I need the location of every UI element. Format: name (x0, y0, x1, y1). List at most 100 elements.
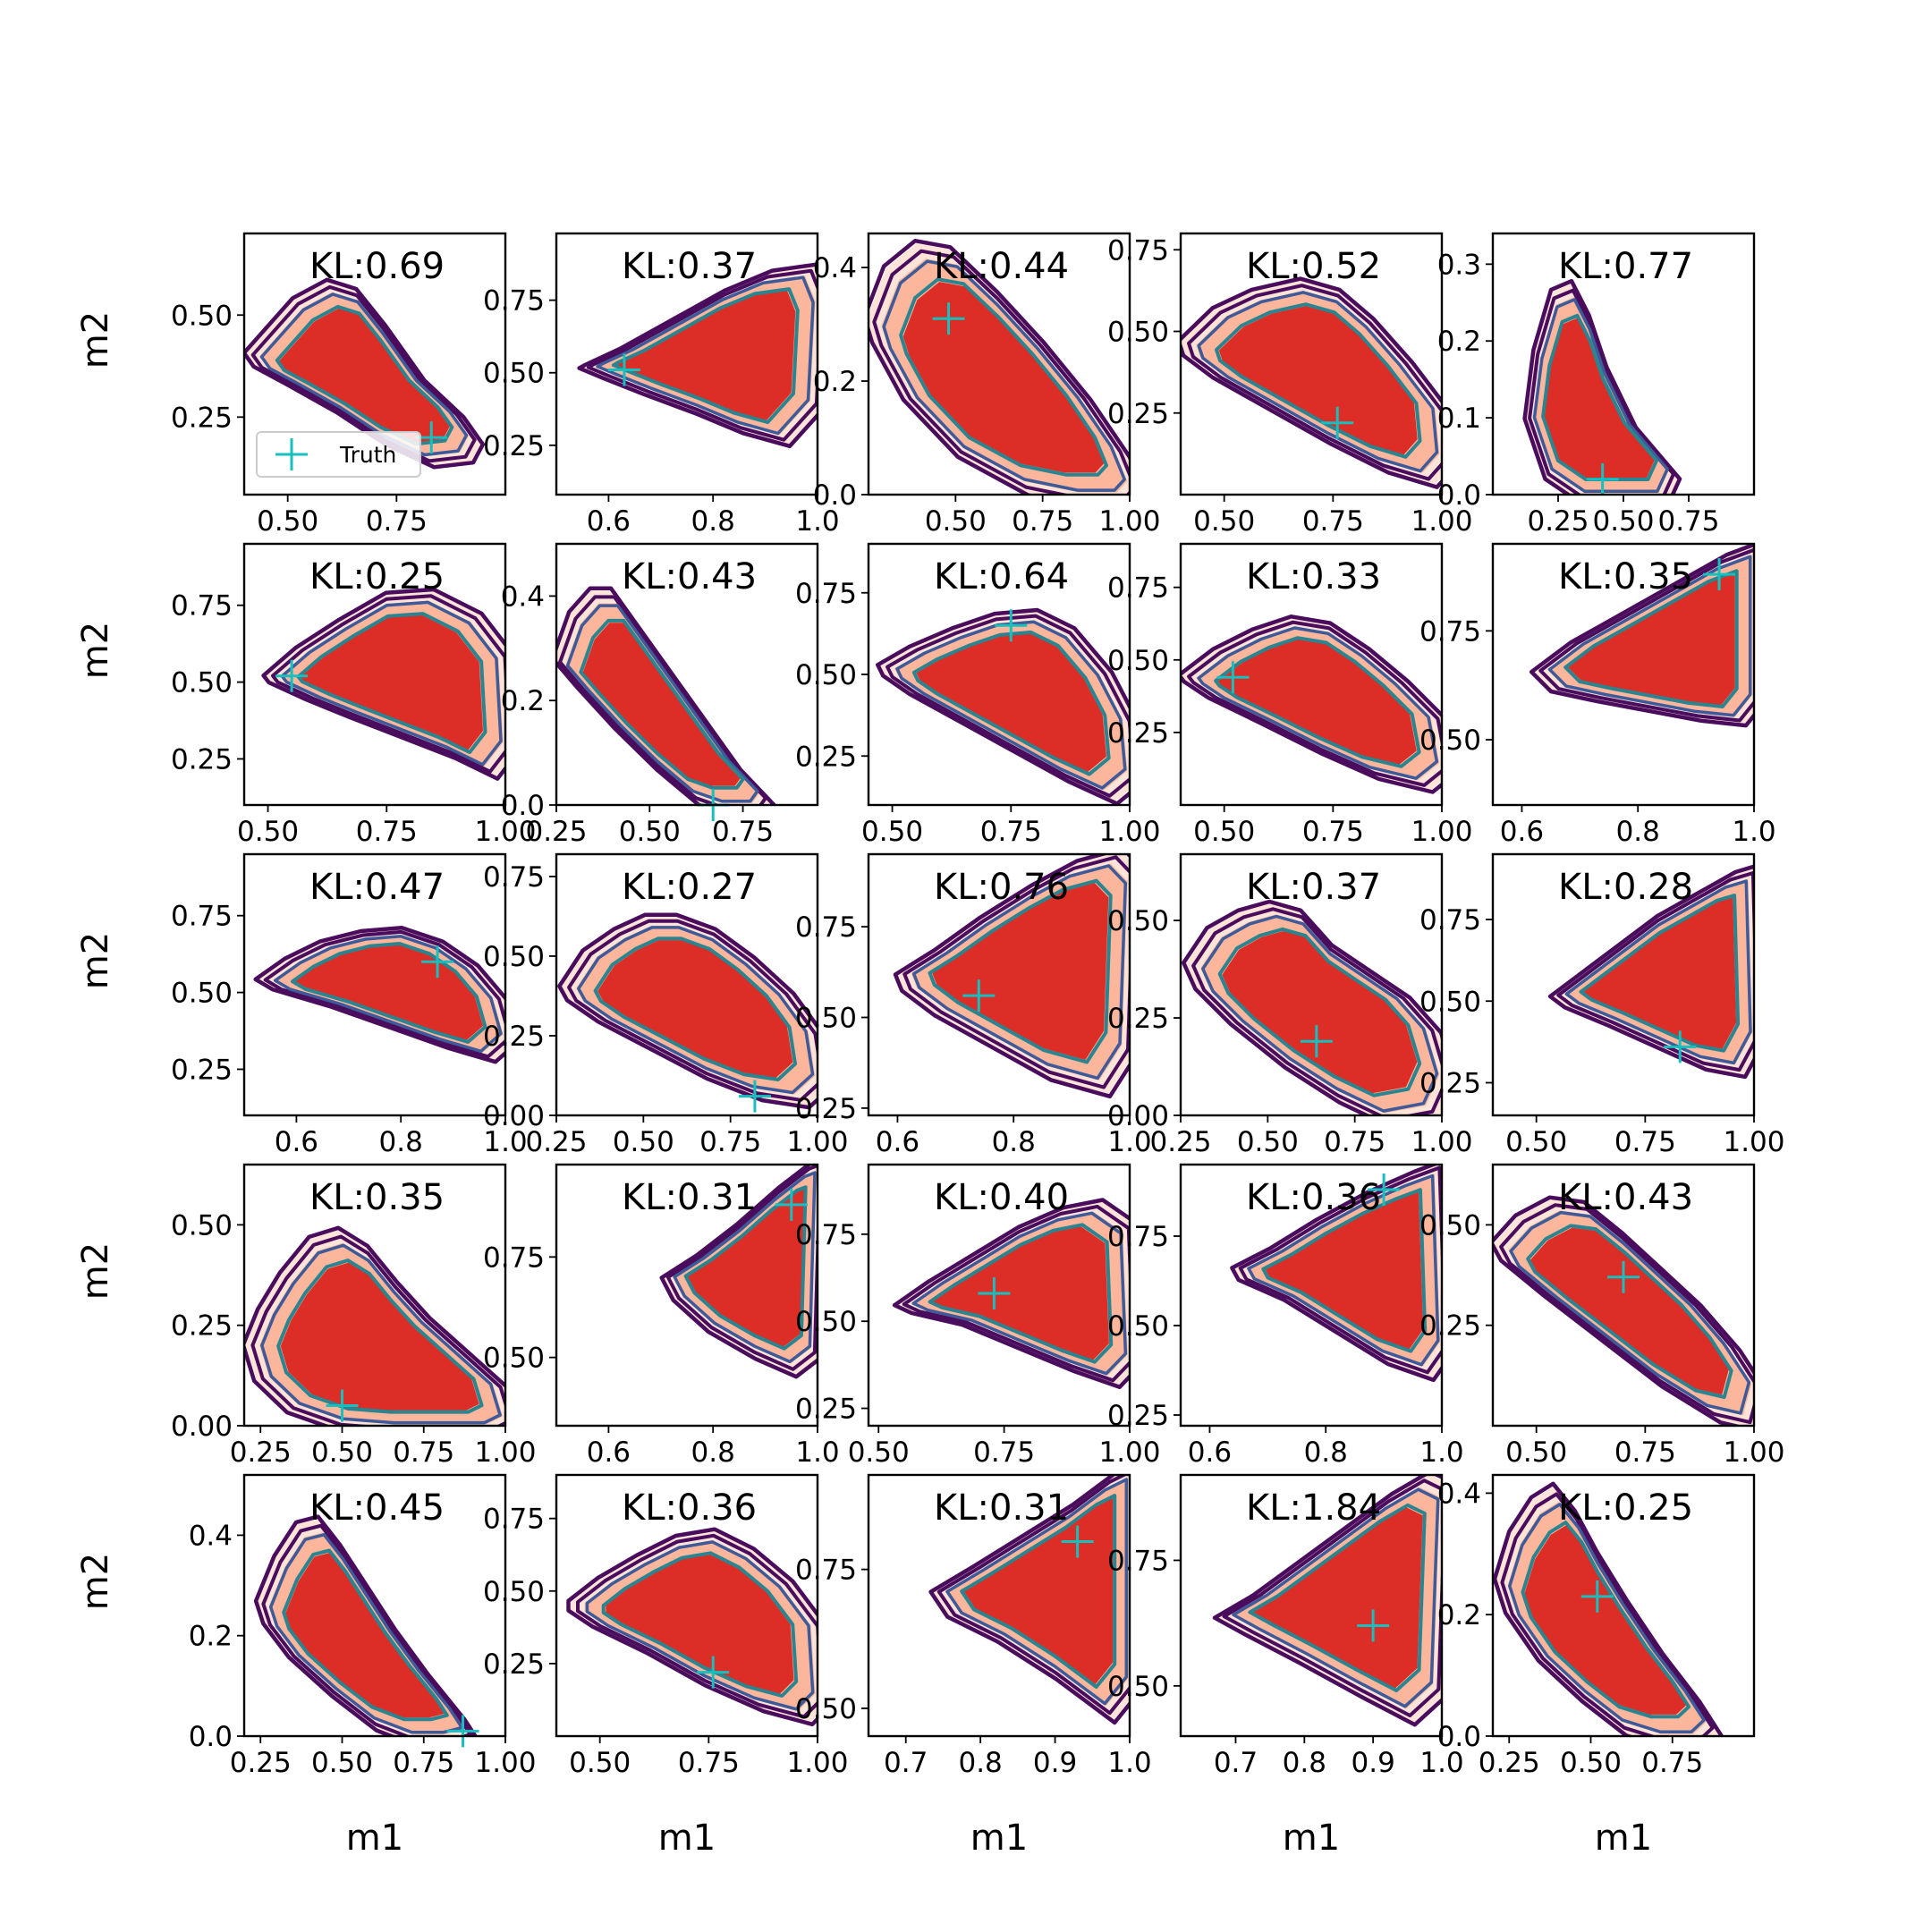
contour-inner (1579, 894, 1741, 1053)
panel-frame (1179, 542, 1444, 807)
panel-plot-area (577, 262, 818, 449)
contour-mid (895, 620, 1127, 790)
kl-label: KL:0.33 (1246, 556, 1381, 597)
y-axis-label-row-5: m2 (75, 1553, 116, 1610)
contour-outer-2 (902, 1204, 1130, 1383)
density-fill-inner (606, 1555, 794, 1694)
panel-plot-area (566, 1527, 818, 1727)
contour-inner (1563, 569, 1739, 708)
panel-frame (1491, 1163, 1756, 1428)
y-tick-label: 0.00 (171, 1411, 233, 1443)
contour-mid (577, 926, 815, 1095)
kl-label: KL:0.77 (1558, 246, 1693, 287)
y-tick-label: 0.0 (813, 479, 857, 512)
density-fill-inner (902, 282, 1105, 473)
shared-axis-labels: m2 m2 m2 m2 m2 m1 m1 m1 m1 m1 (75, 311, 1652, 1859)
panel-frame (242, 1473, 507, 1738)
panel-plot-area (244, 277, 486, 470)
panel-frame (867, 1473, 1131, 1738)
panel: KL:0.36 0.6 0.8 1.0 0.25 0.50 0.75 (1107, 1163, 1464, 1469)
x-tick-label: 0.75 (356, 816, 418, 848)
y-tick-label: 0.0 (1437, 1721, 1481, 1753)
contour-inner (1526, 1224, 1733, 1399)
x-tick-label: 0.50 (613, 1126, 674, 1158)
y-tick-label: 0.50 (1107, 645, 1169, 677)
contour-outer (557, 912, 818, 1110)
panel-frame (242, 852, 507, 1117)
x-tick-label: 0.75 (1012, 505, 1073, 538)
contour-outer (1212, 1475, 1442, 1727)
y-tick-label: 0.25 (1107, 1400, 1169, 1432)
y-tick-label: 0.25 (171, 1054, 233, 1086)
panel-plot-area (1181, 276, 1442, 489)
kl-label: KL:0.36 (1246, 1177, 1381, 1218)
contour-outer-2 (1191, 907, 1442, 1115)
panel-frame (867, 232, 1131, 496)
density-fill-inner (1217, 639, 1417, 765)
panel: KL:0.33 0.50 0.75 1.00 0.25 0.50 0.75 (1107, 542, 1473, 848)
truth-marker (607, 353, 640, 386)
density-fill-inner (1582, 897, 1737, 1049)
contour-mid (945, 1478, 1129, 1706)
y-tick-label: 0.2 (189, 1621, 233, 1653)
truth-marker (962, 979, 996, 1013)
y-tick-label: 0.3 (1437, 249, 1481, 281)
panel-plot-area (892, 1198, 1130, 1390)
y-tick-label: 0.25 (483, 1021, 545, 1053)
x-axis-label-col-2: m1 (658, 1818, 716, 1859)
density-fill-inner (294, 945, 483, 1041)
x-tick-label: 0.8 (992, 1126, 1036, 1158)
x-tick-label: 0.50 (1505, 1436, 1567, 1469)
kl-label: KL:0.31 (622, 1177, 757, 1218)
density-fill-inner (597, 940, 793, 1078)
x-tick-label: 0.75 (1302, 816, 1364, 848)
x-tick-label: 0.75 (973, 1436, 1035, 1469)
x-tick-label: 0.8 (1304, 1436, 1348, 1469)
panel: KL:0.31 0.7 0.8 0.9 1.0 0.50 0.75 (795, 1473, 1152, 1779)
x-tick-label: 0.50 (1193, 816, 1255, 848)
y-tick-label: 0.75 (483, 861, 545, 894)
contour-outer-2 (576, 1533, 818, 1719)
y-axis-label-row-1: m2 (75, 311, 116, 369)
contour-mid (1201, 914, 1439, 1113)
y-tick-label: 0.50 (795, 1003, 857, 1035)
contour-inner (928, 1223, 1114, 1364)
x-tick-label: 0.75 (712, 816, 774, 848)
x-tick-label: 0.50 (1193, 505, 1255, 538)
contour-outer-2 (902, 855, 1130, 1089)
contour-outer-2 (263, 929, 505, 1059)
y-tick-label: 0.50 (483, 1576, 545, 1608)
contour-inner (1217, 927, 1422, 1097)
truth-marker (326, 1389, 359, 1422)
y-tick-label: 0.50 (171, 300, 233, 332)
kl-label: KL:0.43 (1558, 1177, 1693, 1218)
contour-outer (1230, 1165, 1442, 1383)
truth-marker (1607, 1260, 1640, 1293)
x-tick-label: 0.25 (525, 1126, 587, 1158)
panel: KL:0.270.25 0.50 0.75 1.000.000.250.500.75 (483, 852, 849, 1158)
legend-truth-label: Truth (339, 442, 396, 468)
x-tick-label: 0.8 (691, 1436, 735, 1469)
contour-mid (565, 604, 759, 803)
x-tick-label: 1.00 (1098, 816, 1160, 848)
x-tick-label: 0.7 (1214, 1747, 1258, 1779)
panel-plot-area (1529, 544, 1754, 728)
y-axis-label-row-3: m2 (75, 932, 116, 989)
contour-mid (260, 1243, 502, 1425)
contour-outer-2 (271, 594, 505, 774)
x-tick-label: 0.75 (699, 1126, 761, 1158)
contour-mid (911, 1211, 1128, 1376)
truth-marker (275, 659, 309, 692)
y-tick-label: 0.50 (1419, 1209, 1481, 1241)
x-tick-label: 0.75 (1302, 505, 1364, 538)
y-tick-label: 0.00 (483, 1100, 545, 1132)
x-axis-label-col-1: m1 (346, 1818, 403, 1859)
x-tick-label: 1.00 (786, 1747, 848, 1779)
truth-marker (1061, 1525, 1094, 1558)
contour-inner (960, 1494, 1117, 1689)
x-tick-label: 1.00 (1723, 1126, 1784, 1158)
truth-marker (932, 302, 965, 335)
y-tick-label: 0.75 (795, 1219, 857, 1251)
x-tick-label: 1.00 (1411, 505, 1472, 538)
